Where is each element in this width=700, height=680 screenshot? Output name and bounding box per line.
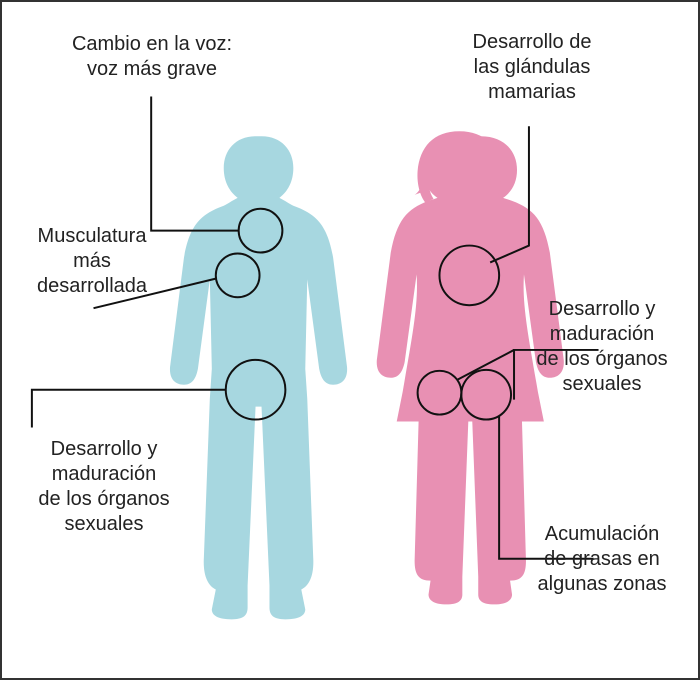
female-hair	[417, 131, 501, 203]
leader-organs-female-b	[457, 350, 514, 380]
marker-organs-male	[226, 360, 286, 420]
label-organs-male: Desarrollo y maduración de los órganos s…	[14, 437, 194, 537]
marker-organs-female	[418, 371, 462, 415]
label-mammary: Desarrollo de las glándulas mamarias	[447, 30, 617, 105]
label-voice: Cambio en la voz: voz más grave	[57, 32, 247, 82]
leader-voice	[151, 96, 238, 230]
marker-mammary	[439, 246, 499, 306]
marker-muscle	[216, 254, 260, 298]
marker-voice	[239, 209, 283, 253]
label-organs-female: Desarrollo y maduración de los órganos s…	[517, 297, 687, 397]
male-silhouette	[170, 136, 347, 619]
label-fat: Acumulación de grasas en algunas zonas	[517, 522, 687, 597]
leader-mammary	[490, 126, 529, 262]
label-muscle: Musculatura más desarrollada	[22, 224, 162, 299]
leader-organs-male-a	[32, 390, 226, 428]
marker-fat	[461, 370, 511, 420]
diagram-frame: Cambio en la voz: voz más grave Desarrol…	[0, 0, 700, 680]
